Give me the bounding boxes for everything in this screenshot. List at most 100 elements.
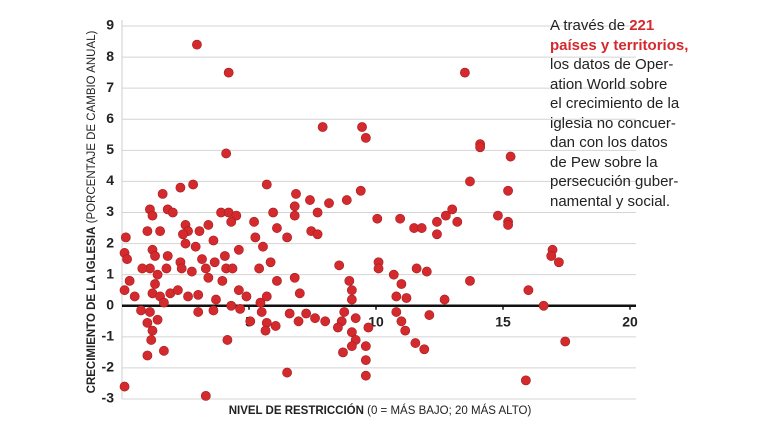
point xyxy=(475,142,486,153)
point xyxy=(120,232,131,243)
point xyxy=(346,285,357,296)
point xyxy=(124,275,135,286)
point xyxy=(119,285,130,296)
point xyxy=(341,195,352,205)
point xyxy=(190,241,201,252)
point xyxy=(310,313,320,324)
point xyxy=(339,307,350,317)
point xyxy=(223,67,234,78)
point xyxy=(400,325,411,336)
point xyxy=(282,232,292,243)
point xyxy=(546,251,557,261)
point xyxy=(360,355,371,366)
point xyxy=(261,179,272,190)
point xyxy=(459,67,470,78)
point xyxy=(145,307,155,317)
point xyxy=(152,269,163,280)
y-tick-label: 2 xyxy=(106,234,114,250)
point xyxy=(217,275,228,286)
point xyxy=(219,251,230,261)
point xyxy=(372,213,383,224)
point xyxy=(465,275,475,286)
point xyxy=(235,303,246,314)
point xyxy=(401,293,412,303)
point xyxy=(388,269,399,280)
point xyxy=(188,179,199,190)
point xyxy=(183,291,193,302)
point xyxy=(360,341,371,352)
y-tick-label: 4 xyxy=(106,172,114,188)
annotation-line: namental y social. xyxy=(550,192,671,210)
annotation-line: A través de 221 xyxy=(550,16,762,36)
point xyxy=(312,229,323,240)
y-tick-label: 7 xyxy=(106,79,114,95)
point xyxy=(136,305,146,316)
point xyxy=(241,291,252,302)
point xyxy=(256,307,267,317)
point xyxy=(282,367,292,378)
point xyxy=(272,223,282,233)
point xyxy=(324,198,334,209)
point xyxy=(421,266,432,277)
point xyxy=(284,308,295,319)
point xyxy=(391,291,402,302)
annotation: A través de 221 países y territorios, lo… xyxy=(550,16,762,211)
point xyxy=(142,317,153,328)
point xyxy=(320,316,331,327)
point xyxy=(346,327,357,338)
point xyxy=(233,285,244,296)
point xyxy=(505,151,516,162)
point xyxy=(203,272,214,283)
point xyxy=(211,294,221,305)
y-tick-label: 9 xyxy=(106,17,114,33)
x-tick-label: 20 xyxy=(622,313,638,329)
point xyxy=(317,122,328,132)
point xyxy=(150,279,160,289)
annotation-intro: A través de xyxy=(550,17,626,34)
point xyxy=(440,210,451,221)
point xyxy=(289,201,300,212)
y-tick-label: 0 xyxy=(106,296,114,312)
point xyxy=(245,316,256,327)
point xyxy=(233,244,244,255)
point xyxy=(226,300,237,311)
point xyxy=(265,257,276,268)
point xyxy=(197,254,207,265)
annotation-line: ation World sobre xyxy=(550,75,668,93)
y-label-bold: CRECIMIENTO DE LA IGLESIA xyxy=(86,227,98,394)
x-label-bold: NIVEL DE RESTRICCIÓN xyxy=(229,404,364,417)
point xyxy=(137,263,148,274)
point xyxy=(209,257,220,268)
point xyxy=(258,241,268,252)
point xyxy=(305,195,315,205)
point xyxy=(186,266,197,277)
point xyxy=(178,229,188,240)
point xyxy=(452,216,463,227)
point xyxy=(432,229,442,240)
point xyxy=(172,285,183,296)
point xyxy=(203,220,214,230)
point xyxy=(332,322,343,333)
point xyxy=(424,310,435,320)
point xyxy=(155,226,165,237)
point xyxy=(222,335,233,345)
point xyxy=(355,185,366,196)
point xyxy=(294,288,305,299)
point xyxy=(560,336,571,347)
point xyxy=(129,291,140,302)
point xyxy=(360,132,371,143)
point xyxy=(142,226,153,237)
point xyxy=(363,322,374,333)
point xyxy=(373,263,384,274)
y-tick-label: -2 xyxy=(102,359,115,375)
point xyxy=(175,182,186,193)
point xyxy=(208,235,219,246)
annotation-line: persecución guber- xyxy=(550,173,679,190)
annotation-line: iglesia no concuer- xyxy=(550,114,676,132)
y-tick-label: -3 xyxy=(102,390,115,406)
point xyxy=(465,176,475,187)
point xyxy=(395,213,406,224)
point xyxy=(289,210,300,221)
